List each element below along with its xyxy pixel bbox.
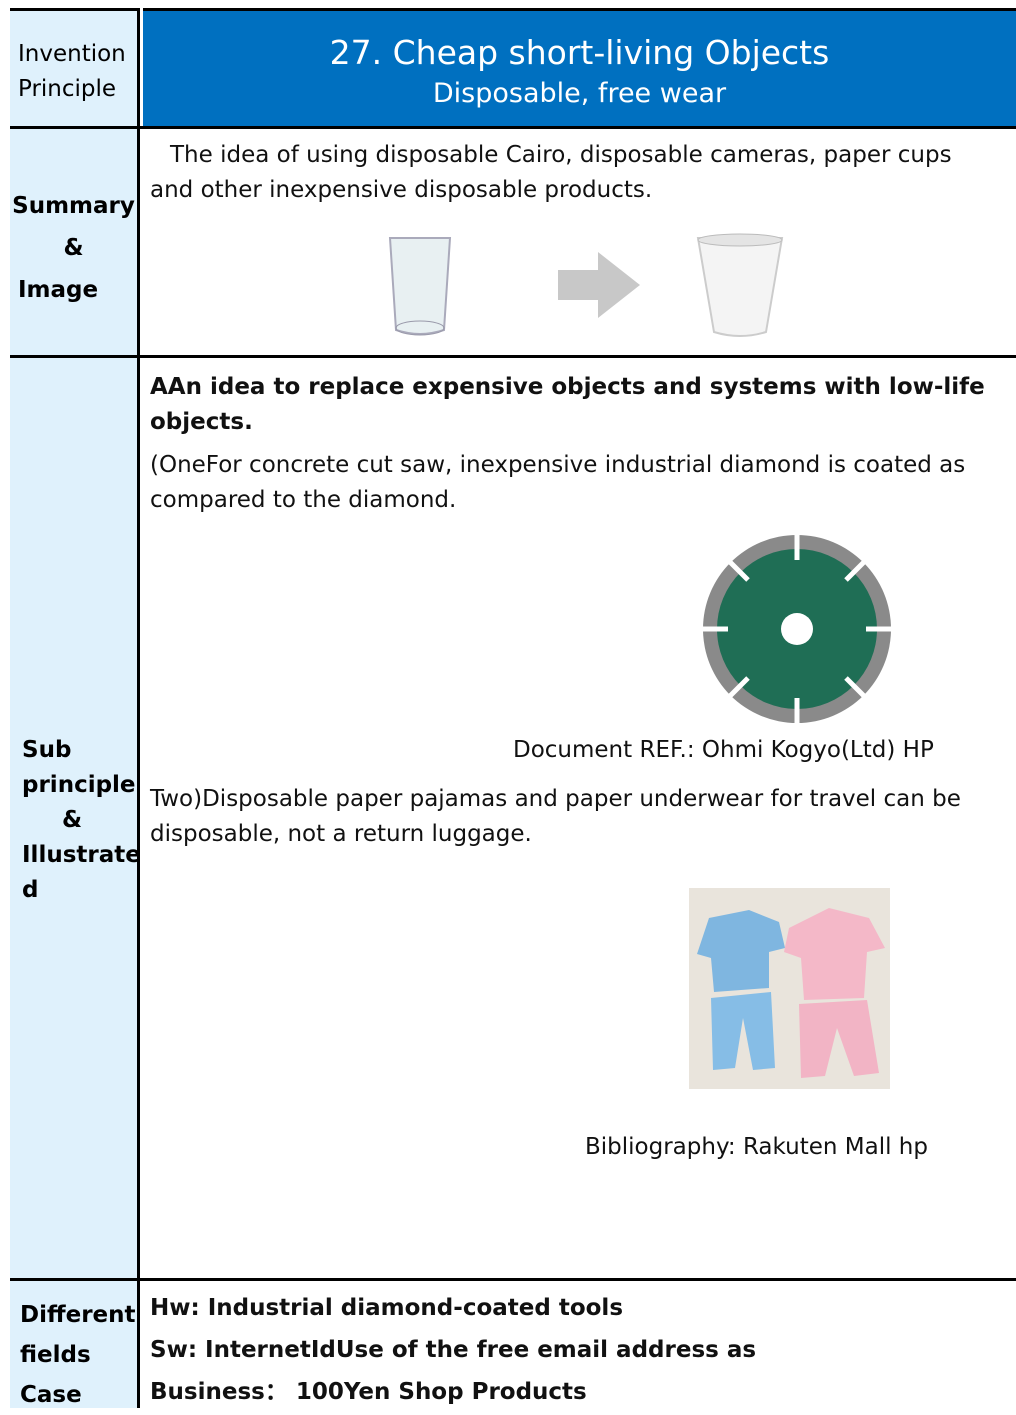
- label: Sub principle & Illustrate d: [10, 358, 141, 908]
- label-cell: Different fields Case: [10, 1281, 140, 1408]
- label-line: Invention: [18, 41, 126, 67]
- title-cell: 27. Cheap short-living Objects Disposabl…: [143, 8, 1016, 126]
- subtitle: Disposable, free wear: [432, 78, 727, 109]
- sub-item: (OneFor concrete cut saw, inexpensive in…: [150, 452, 966, 513]
- label-line: &: [63, 235, 84, 261]
- label: Invention Principle: [10, 11, 137, 107]
- label: Different fields Case: [10, 1281, 137, 1415]
- label-line: Different: [20, 1302, 136, 1328]
- label-line: Illustrate: [22, 842, 141, 868]
- sub-item: Two)Disposable paper pajamas and paper u…: [150, 786, 961, 847]
- label-line: fields: [20, 1342, 91, 1368]
- label-cell: Summary & Image: [10, 129, 140, 358]
- case-list: Hw: Industrial diamond-coated tools Sw: …: [150, 1287, 756, 1413]
- case-item: Sw: InternetIdUse of the free email addr…: [150, 1337, 757, 1363]
- label-line: Case: [20, 1382, 82, 1408]
- label: Summary & Image: [10, 129, 137, 311]
- case-item: Hw: Industrial diamond-coated tools: [150, 1295, 624, 1321]
- cases-row: [10, 1278, 1016, 1408]
- pajamas-image: [689, 888, 890, 1089]
- summary-text: The idea of using disposable Cairo, disp…: [150, 142, 952, 203]
- label-line: d: [22, 877, 39, 903]
- label-line: &: [62, 807, 83, 833]
- label-cell: Sub principle & Illustrate d: [10, 358, 141, 1278]
- case-item: Business： 100Yen Shop Products: [150, 1379, 587, 1405]
- label-line: Sub: [22, 737, 72, 763]
- saw-image: [703, 535, 891, 723]
- reference: Document REF.: Ohmi Kogyo(Ltd) HP: [513, 737, 934, 763]
- label-line: Image: [18, 277, 99, 303]
- label-line: Summary: [12, 193, 135, 219]
- title: 27. Cheap short-living Objects: [329, 33, 830, 72]
- summary-row: [10, 126, 1016, 358]
- label-line: Principle: [18, 76, 117, 102]
- summary-image: [388, 233, 784, 337]
- sub-row: [10, 355, 1016, 1278]
- reference: Bibliography: Rakuten Mall hp: [585, 1134, 928, 1160]
- label-cell: Invention Principle: [10, 8, 140, 126]
- label-line: principle: [22, 772, 136, 798]
- sub-heading: AAn idea to replace expensive objects an…: [150, 374, 985, 435]
